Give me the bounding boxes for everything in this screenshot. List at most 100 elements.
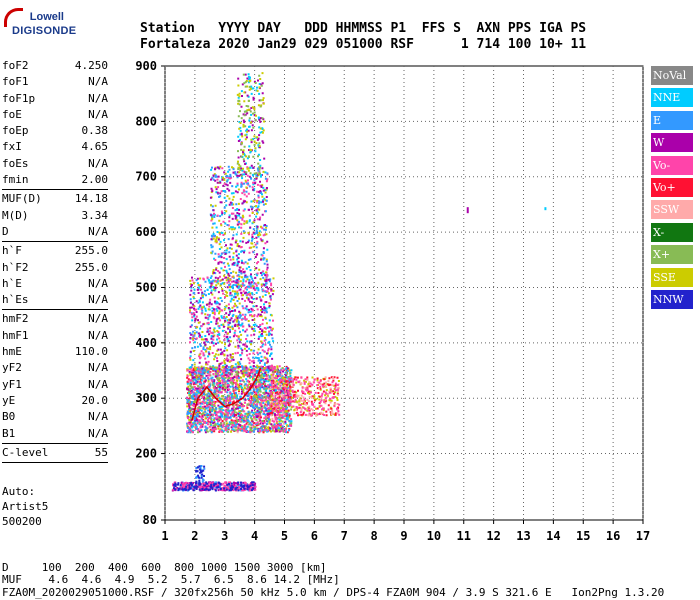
param-key: B0 (2, 410, 16, 424)
logo-line1: Lowell (29, 11, 64, 23)
logo-line2: DIGISONDE (12, 25, 77, 37)
header-row2: Fortaleza 2020 Jan29 029 051000 RSF 1 71… (140, 37, 587, 52)
param-value: N/A (88, 107, 108, 121)
logo-swoosh-icon (4, 8, 23, 27)
param-value: 14.18 (74, 192, 108, 206)
echo-points (209, 165, 269, 288)
x-tick-label: 13 (516, 529, 530, 543)
param-value: 2.00 (81, 173, 109, 187)
param-value: N/A (88, 156, 108, 170)
param-row: foF1p N/A (2, 91, 108, 107)
x-tick-label: 5 (281, 529, 288, 543)
param-row: fmin 2.00 (2, 172, 108, 188)
echo-points (237, 73, 264, 176)
param-value: 4.250 (74, 59, 108, 72)
param-value: N/A (88, 410, 108, 424)
header-row1: Station YYYY DAY DDD HHMMSS P1 FFS S AXN… (140, 21, 587, 36)
x-tick-label: 4 (251, 529, 258, 543)
param-key: foE (2, 107, 22, 121)
scaled-trace (191, 367, 262, 421)
param-key: hmF2 (2, 312, 29, 326)
x-tick-label: 7 (341, 529, 348, 543)
echo-point (466, 207, 469, 214)
echo-points (236, 72, 266, 176)
param-value: 110.0 (74, 345, 108, 359)
x-tick-label: 12 (486, 529, 500, 543)
param-separator (2, 241, 108, 243)
param-key: C-level (2, 445, 49, 459)
y-tick-label: 400 (135, 336, 157, 350)
x-tick-label: 6 (311, 529, 318, 543)
param-value: 4.65 (81, 140, 109, 154)
param-row: D N/A (2, 224, 108, 240)
param-separator (2, 189, 108, 191)
param-value: 255.0 (74, 244, 108, 258)
param-key: foF1 (2, 75, 29, 89)
param-value: N/A (88, 293, 108, 307)
x-tick-label: 9 (400, 529, 407, 543)
digisonde-logo: Lowell DIGISONDE (4, 8, 76, 42)
param-row: yE 20.0 (2, 393, 108, 409)
param-key: M(D) (2, 208, 29, 222)
param-row: hmF1 N/A (2, 328, 108, 344)
param-row: B0 N/A (2, 409, 108, 425)
y-tick-label: 600 (135, 225, 157, 239)
param-key: yF2 (2, 361, 22, 375)
param-key: fmin (2, 173, 29, 187)
y-tick-label: 700 (135, 170, 157, 184)
x-tick-label: 11 (457, 529, 471, 543)
x-tick-label: 10 (427, 529, 441, 543)
param-value: N/A (88, 224, 108, 238)
param-row: h`F2 255.0 (2, 260, 108, 276)
param-key: h`F (2, 244, 22, 258)
legend: NoVal NNE E W Vo- Vo+ SSW X- X+ SSE NNW (651, 66, 693, 312)
param-row: h`Es N/A (2, 292, 108, 308)
echo-points (195, 465, 206, 484)
param-row: hmE 110.0 (2, 344, 108, 360)
echo-points (236, 73, 264, 177)
echo-points (186, 365, 292, 434)
param-value: 3.34 (81, 208, 109, 222)
param-value: N/A (88, 426, 108, 440)
x-tick-label: 16 (606, 529, 620, 543)
parameter-panel: foF2 4.250 foF1 N/A foF1p N/A foE N/A foEp 0.38 fx… (2, 58, 108, 464)
x-tick-label: 2 (191, 529, 198, 543)
y-tick-label: 300 (135, 391, 157, 405)
param-row: foEp 0.38 (2, 123, 108, 139)
echo-point (544, 207, 547, 211)
echo-points (210, 165, 268, 289)
echo-points (269, 376, 340, 417)
param-row: C-level 55 (2, 445, 108, 461)
param-key: MUF(D) (2, 192, 42, 206)
echo-points (186, 365, 293, 434)
echo-points (195, 465, 206, 483)
param-key: h`F2 (2, 260, 29, 274)
footer-file-info: FZA0M_2020029051000.RSF / 320fx256h 50 k… (2, 586, 665, 599)
x-tick-label: 1 (161, 529, 168, 543)
param-key: fxI (2, 140, 22, 154)
param-value: N/A (88, 361, 108, 375)
param-row: foEs N/A (2, 156, 108, 172)
param-row: foE N/A (2, 107, 108, 123)
param-key: yE (2, 393, 16, 407)
param-row: foF2 4.250 (2, 58, 108, 74)
echo-points (189, 277, 275, 373)
footer-muf-row: MUF 4.6 4.6 4.9 5.2 5.7 6.5 8.6 14.2 [MH… (2, 573, 340, 586)
param-row: h`F 255.0 (2, 243, 108, 259)
param-value: 55 (94, 445, 108, 459)
param-value: N/A (88, 377, 108, 391)
y-tick-label: 200 (135, 447, 157, 461)
echo-points (210, 166, 269, 289)
auto-line: 500200 (2, 515, 42, 528)
param-value: N/A (88, 312, 108, 326)
echo-points (189, 276, 274, 372)
legend-item: NNW (651, 289, 693, 309)
param-row: fxI 4.65 (2, 139, 108, 155)
param-key: foF1p (2, 91, 36, 105)
param-row: foF1 N/A (2, 74, 108, 90)
grid-lines (164, 66, 644, 519)
echo-points (189, 277, 275, 373)
param-row: hmF2 N/A (2, 311, 108, 327)
legend-item: E (651, 110, 693, 130)
